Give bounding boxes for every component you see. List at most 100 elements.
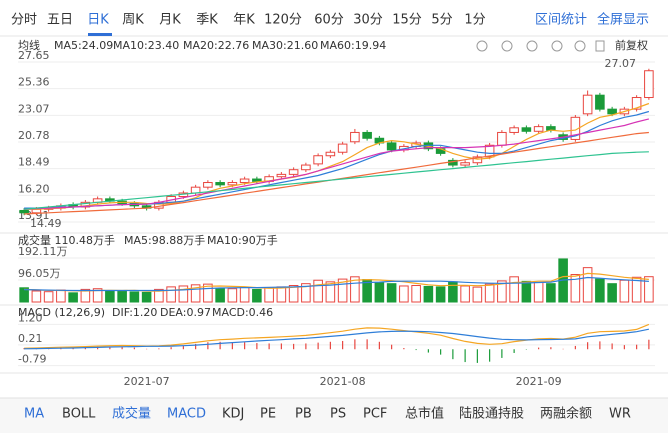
- legend-entry: MA5:98.88万手: [124, 233, 205, 247]
- indicator-tab[interactable]: WR: [609, 407, 631, 422]
- candle-body: [325, 151, 336, 157]
- y-tick-label: 18.49: [18, 156, 50, 169]
- volume-bar: [166, 286, 176, 303]
- volume-bar: [484, 283, 495, 303]
- volume-bar: [313, 279, 323, 303]
- indicator-tab[interactable]: PE: [260, 407, 276, 422]
- candle-body: [607, 108, 617, 115]
- period-tab[interactable]: 5分: [431, 13, 452, 28]
- period-tab[interactable]: 30分: [353, 13, 383, 28]
- period-tab[interactable]: 15分: [392, 13, 422, 28]
- toolbar-action[interactable]: 全屏显示: [597, 12, 649, 28]
- indicator-line: [24, 102, 650, 210]
- indicator-tab[interactable]: MACD: [167, 407, 206, 422]
- period-tab[interactable]: 分时: [11, 13, 37, 28]
- zoom-out-icon[interactable]: [476, 40, 488, 52]
- indicator-line: [24, 323, 650, 349]
- ma-label: 均线: [18, 38, 40, 52]
- reset-icon[interactable]: [574, 40, 586, 52]
- indicator-tab[interactable]: 陆股通持股: [459, 406, 524, 422]
- legend-entry: MA10:90万手: [207, 233, 278, 247]
- period-tab[interactable]: 季K: [196, 13, 218, 28]
- volume-bar: [644, 276, 654, 303]
- y-tick-label: 25.36: [18, 76, 50, 89]
- volume-bar: [619, 279, 630, 303]
- candle-body: [337, 143, 348, 153]
- candle-body: [644, 70, 654, 99]
- move-left-icon[interactable]: [526, 40, 538, 52]
- volume-bar: [239, 286, 250, 303]
- volume-bar: [631, 276, 642, 303]
- legend-entry: MA30:21.60: [252, 39, 318, 52]
- volume-bar: [56, 289, 66, 303]
- candle-body: [215, 182, 225, 186]
- indicator-line: [24, 276, 649, 292]
- period-tab[interactable]: 60分: [314, 13, 344, 28]
- period-tab[interactable]: 120分: [264, 13, 302, 28]
- period-tab[interactable]: 1分: [464, 13, 485, 28]
- legend-entry: MACD:0.46: [212, 306, 273, 319]
- volume-bar: [570, 274, 581, 303]
- volume-bar: [80, 288, 91, 303]
- legend-entry: MA60:19.94: [320, 39, 386, 52]
- indicator-tab[interactable]: PB: [295, 407, 312, 422]
- candle-body: [362, 131, 372, 139]
- y-tick-label: 192.11万: [18, 245, 68, 258]
- candle-body: [227, 182, 238, 186]
- settings-icon[interactable]: [595, 40, 605, 52]
- volume-bar: [423, 285, 434, 303]
- volume-bar: [521, 280, 532, 303]
- volume-bar: [337, 278, 348, 303]
- indicator-tab[interactable]: KDJ: [222, 407, 244, 422]
- volume-bar: [203, 283, 213, 303]
- y-tick-label: 20.78: [18, 129, 50, 142]
- period-tab[interactable]: 日K: [87, 13, 109, 28]
- candle-body: [570, 116, 581, 140]
- volume-bar: [141, 291, 152, 303]
- adjust-label[interactable]: 前复权: [615, 38, 648, 52]
- volume-bar: [582, 267, 593, 303]
- zoom-in-icon[interactable]: [501, 40, 513, 52]
- volume-bar: [350, 276, 360, 303]
- indicator-tab[interactable]: MA: [24, 407, 44, 422]
- volume-bar: [68, 292, 78, 303]
- toolbar-action[interactable]: 区间统计: [535, 13, 587, 28]
- active-tab-underline: [88, 33, 112, 36]
- volume-bar: [190, 284, 201, 303]
- volume-bar: [399, 285, 409, 303]
- period-tab[interactable]: 周K: [122, 13, 144, 28]
- y-tick-label: 16.20: [18, 182, 50, 195]
- indicator-line: [24, 118, 650, 210]
- volume-bar: [227, 288, 238, 303]
- period-tab[interactable]: 月K: [159, 13, 181, 28]
- candle-body: [509, 127, 519, 133]
- volume-bar: [607, 283, 617, 303]
- period-tab[interactable]: 年K: [233, 13, 255, 28]
- volume-bar: [497, 280, 507, 303]
- indicator-tab[interactable]: 两融余额: [540, 406, 592, 422]
- indicator-tab[interactable]: PCF: [363, 407, 387, 422]
- indicator-tab[interactable]: 成交量: [112, 406, 151, 422]
- volume-bar: [533, 282, 544, 303]
- x-tick-label: 2021-08: [320, 375, 366, 388]
- volume-title: 成交量 110.48万手: [18, 233, 115, 247]
- candle-body: [484, 144, 495, 158]
- volume-bar: [19, 287, 29, 303]
- volume-bar: [264, 287, 274, 303]
- indicator-tab[interactable]: 总市值: [405, 406, 444, 422]
- candle-body: [288, 169, 299, 175]
- x-tick-label: 2021-07: [124, 375, 170, 388]
- candle-body: [313, 155, 323, 165]
- legend-entry: DEA:0.97: [160, 306, 211, 319]
- indicator-tab[interactable]: BOLL: [62, 407, 96, 422]
- indicator-tab[interactable]: PS: [330, 407, 346, 422]
- volume-bar: [325, 281, 336, 303]
- volume-bar: [411, 285, 421, 303]
- candle-body: [521, 127, 532, 132]
- volume-bar: [276, 286, 287, 303]
- candle-body: [301, 164, 311, 171]
- move-right-icon[interactable]: [551, 40, 563, 52]
- period-tab[interactable]: 五日: [47, 13, 73, 28]
